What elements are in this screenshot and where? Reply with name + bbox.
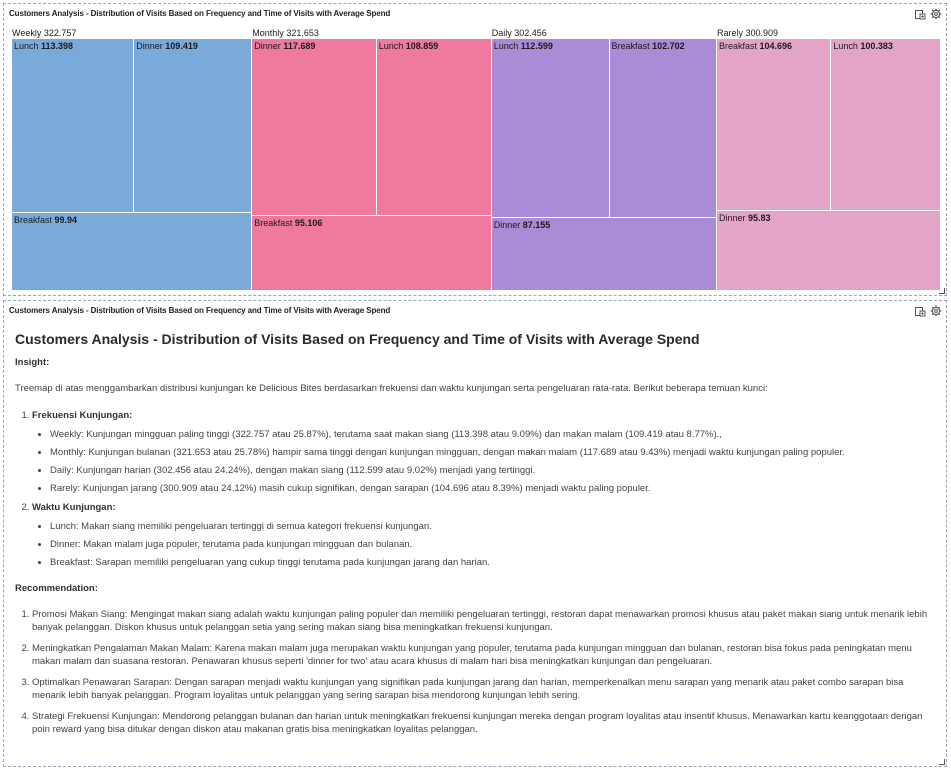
resize-handle[interactable]: [939, 288, 945, 294]
export-icon[interactable]: [914, 305, 926, 317]
finding-bullet: Rarely: Kunjungan jarang (300.909 atau 2…: [50, 482, 934, 495]
finding-bullet: Lunch: Makan siang memiliki pengeluaran …: [50, 520, 934, 533]
treemap-cell-label: Dinner 109.419: [136, 41, 198, 51]
treemap-cell-label-value: 108.859: [405, 41, 439, 51]
treemap-cell[interactable]: Breakfast 102.702: [609, 39, 717, 219]
treemap-group-label-name: Daily: [491, 28, 515, 38]
panel-toolbar: [914, 8, 942, 20]
treemap-cell[interactable]: Breakfast 99.94: [12, 212, 253, 291]
treemap-cell[interactable]: Dinner 95.83: [716, 210, 941, 291]
treemap-cell-label-name: Breakfast: [14, 214, 55, 225]
treemap-cell[interactable]: Lunch 108.859: [376, 39, 492, 217]
treemap-cell[interactable]: Dinner 87.155: [491, 218, 717, 291]
finding-item: Waktu Kunjungan: Lunch: Makan siang memi…: [32, 501, 934, 569]
finding-bullet: Dinner: Makan malam juga populer, teruta…: [50, 538, 934, 551]
finding-bullet: Daily: Kunjungan harian (302.456 atau 24…: [50, 464, 934, 477]
treemap-cell-label-value: 109.419: [165, 41, 198, 51]
treemap-cell[interactable]: Dinner 109.419: [134, 39, 253, 213]
treemap-cell-label-value: 87.155: [522, 220, 551, 231]
recommendation-label: Recommendation:: [15, 583, 98, 594]
treemap-cell-label-value: 104.696: [759, 41, 793, 51]
export-icon[interactable]: [914, 8, 926, 20]
treemap-cell-label: Dinner 95.83: [719, 213, 771, 223]
recommendation-item: Meningkatkan Pengalaman Makan Malam: Kar…: [32, 642, 934, 668]
settings-icon[interactable]: [930, 305, 942, 317]
treemap-cell[interactable]: Lunch 100.383: [831, 39, 941, 211]
treemap-cell-label-value: 112.599: [520, 41, 553, 51]
treemap-cell-label-name: Dinner: [493, 220, 523, 231]
treemap-cell-label-name: Breakfast: [254, 218, 295, 229]
treemap-group-label: Daily 302.456: [492, 28, 547, 38]
findings-list: Frekuensi Kunjungan: Weekly: Kunjungan m…: [15, 409, 934, 569]
treemap-cell-label-value: 99.94: [54, 214, 78, 225]
settings-icon[interactable]: [930, 8, 942, 20]
treemap-cell-label: Breakfast 104.696: [719, 41, 792, 51]
treemap-cell-label: Breakfast 95.106: [254, 218, 322, 228]
treemap-group-label-name: Rarely: [716, 28, 746, 38]
finding-title: Waktu Kunjungan:: [32, 502, 116, 513]
treemap-cell-label: Dinner 87.155: [494, 220, 551, 230]
treemap-cell-label-value: 117.689: [283, 41, 316, 51]
insight-label: Insight:: [15, 357, 50, 368]
treemap-cell-label: Lunch 100.383: [833, 41, 893, 51]
panel-header: Customers Analysis - Distribution of Vis…: [9, 9, 391, 18]
treemap-group-label-name: Monthly: [252, 28, 287, 38]
treemap-cell-label-name: Breakfast: [718, 41, 760, 51]
treemap-cell-label-name: Lunch: [378, 41, 406, 51]
finding-bullet: Monthly: Kunjungan bulanan (321.653 atau…: [50, 446, 934, 459]
recommendation-item: Strategi Frekuensi Kunjungan: Mendorong …: [32, 710, 934, 736]
treemap-group-label-value: 322.757: [43, 28, 77, 38]
finding-bullet: Breakfast: Sarapan memiliki pengeluaran …: [50, 556, 934, 569]
treemap-cell[interactable]: Dinner 117.689: [252, 39, 377, 217]
treemap-cell-label: Lunch 112.599: [494, 41, 553, 51]
treemap-cell-label-name: Dinner: [254, 41, 284, 51]
treemap-cell-label: Lunch 108.859: [379, 41, 439, 51]
finding-bullets: Weekly: Kunjungan mingguan paling tinggi…: [32, 428, 934, 495]
panel-toolbar: [914, 305, 942, 317]
treemap-cell-label-name: Lunch: [14, 41, 42, 51]
treemap-group-label-value: 321.653: [286, 28, 319, 38]
treemap-cell-label-name: Breakfast: [611, 41, 653, 51]
insight-intro: Treemap di atas menggambarkan distribusi…: [15, 383, 768, 394]
treemap-cell[interactable]: Breakfast 104.696: [716, 39, 832, 211]
treemap-cell-label: Breakfast 99.94: [14, 215, 77, 225]
treemap-cell-label: Breakfast 102.702: [612, 41, 685, 51]
finding-title: Frekuensi Kunjungan:: [32, 410, 133, 421]
treemap-cell-label-value: 95.83: [747, 212, 771, 223]
treemap-cell-label-value: 100.383: [860, 41, 893, 51]
treemap-panel: Customers Analysis - Distribution of Vis…: [3, 3, 947, 296]
recommendation-item: Promosi Makan Siang: Mengingat makan sia…: [32, 608, 934, 634]
insight-content: Customers Analysis - Distribution of Vis…: [15, 325, 934, 744]
treemap-cell-label-value: 113.398: [41, 41, 74, 51]
treemap-cell-label-name: Lunch: [493, 41, 521, 51]
treemap-group-label-name: Weekly: [12, 28, 44, 38]
treemap-cell-label-name: Lunch: [833, 41, 861, 51]
treemap-cell[interactable]: Lunch 112.599: [491, 39, 610, 219]
treemap-group-label: Weekly 322.757: [12, 28, 76, 38]
insight-title: Customers Analysis - Distribution of Vis…: [15, 331, 700, 347]
finding-bullets: Lunch: Makan siang memiliki pengeluaran …: [32, 520, 934, 569]
treemap-cell-label-name: Dinner: [136, 41, 166, 51]
treemap-group-label: Rarely 300.909: [717, 28, 778, 38]
treemap-cell-label-value: 102.702: [652, 41, 685, 51]
treemap-group-label: Monthly 321.653: [252, 28, 319, 38]
finding-item: Frekuensi Kunjungan: Weekly: Kunjungan m…: [32, 409, 934, 495]
panel-header: Customers Analysis - Distribution of Vis…: [9, 306, 391, 315]
recommendation-item: Optimalkan Penawaran Sarapan: Dengan sar…: [32, 676, 934, 702]
insight-panel: Customers Analysis - Distribution of Vis…: [3, 300, 947, 767]
treemap-cell[interactable]: Breakfast 95.106: [252, 216, 492, 291]
treemap-cell-label-name: Dinner: [718, 212, 748, 223]
treemap-cell-label-value: 95.106: [294, 218, 323, 229]
treemap-group-label-value: 302.456: [514, 28, 547, 38]
treemap-cell-label: Dinner 117.689: [254, 41, 315, 51]
treemap-cell[interactable]: Lunch 113.398: [12, 39, 135, 213]
treemap-cell-label: Lunch 113.398: [14, 41, 73, 51]
treemap-group-label-value: 300.909: [745, 28, 779, 38]
finding-bullet: Weekly: Kunjungan mingguan paling tinggi…: [50, 428, 934, 441]
resize-handle[interactable]: [939, 759, 945, 765]
recommendation-list: Promosi Makan Siang: Mengingat makan sia…: [15, 608, 934, 736]
